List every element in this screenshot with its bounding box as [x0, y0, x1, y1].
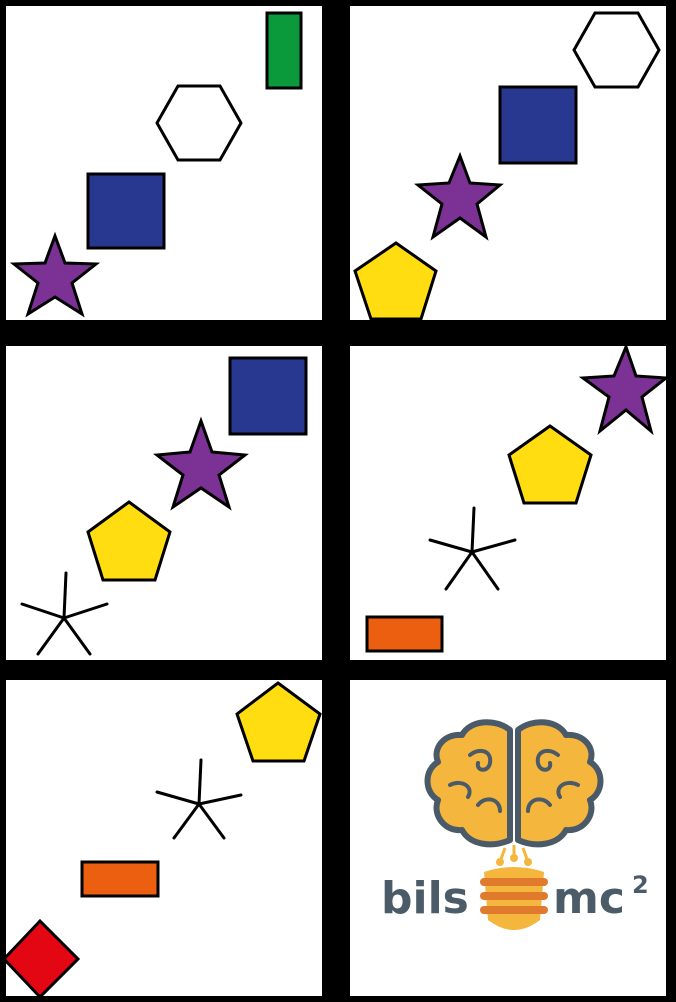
- asterisk-black: [428, 506, 517, 591]
- star-purple: [578, 342, 670, 436]
- asterisk-black: [20, 571, 109, 656]
- panel-2-shapes: [353, 11, 661, 321]
- square-navy: [86, 172, 166, 250]
- pentagon-yellow: [507, 424, 593, 505]
- rectangle-green: [265, 11, 303, 90]
- logo: bils mc 2: [381, 719, 649, 930]
- panel-1-shapes: [9, 11, 303, 318]
- rectangle-orange: [80, 860, 160, 898]
- rectangle-orange: [365, 615, 444, 653]
- square-navy: [498, 85, 578, 165]
- pentagon-yellow: [86, 500, 172, 582]
- hexagon-white: [572, 11, 661, 89]
- hexagon-white: [155, 84, 243, 162]
- brain-bulb-icon: [424, 719, 604, 930]
- square-navy: [228, 356, 308, 436]
- panel-5-shapes: [1, 681, 322, 1000]
- asterisk-black: [155, 758, 243, 840]
- star-purple: [153, 416, 249, 511]
- star-purple: [9, 231, 101, 318]
- panel-4-shapes: [365, 342, 670, 653]
- logo-superscript: 2: [632, 871, 649, 899]
- panel-3-shapes: [20, 356, 308, 656]
- logo-text-left: bils: [381, 873, 469, 924]
- pentagon-yellow: [235, 681, 322, 763]
- star-purple: [414, 151, 504, 241]
- diamond-red: [1, 918, 81, 1000]
- bulb-coil-icon: [480, 878, 548, 914]
- logo-text-right: mc: [553, 873, 625, 924]
- pentagon-yellow: [353, 241, 438, 321]
